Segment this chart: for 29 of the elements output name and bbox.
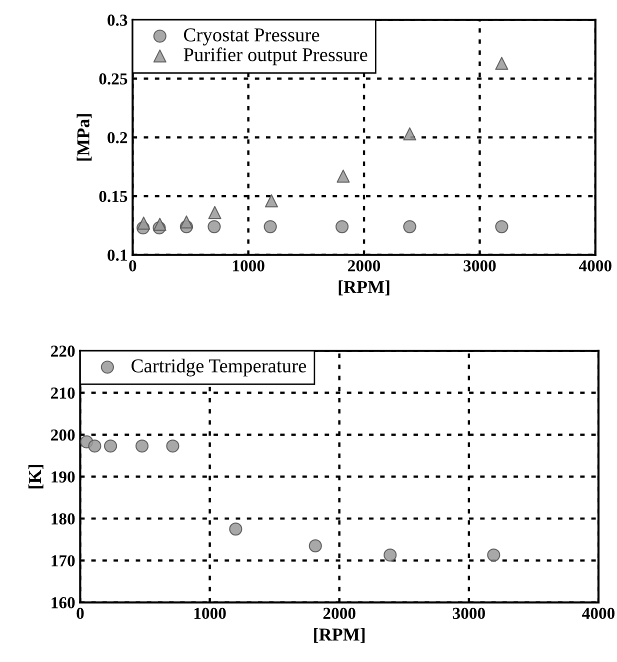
x-tick-label: 0 (76, 608, 84, 620)
y-tick-label: 210 (51, 387, 75, 399)
y-tick-label: 180 (52, 513, 75, 525)
x-axis-title: [RPM] (314, 628, 365, 643)
y-tick-label: 190 (52, 471, 75, 483)
y-tick-label: 170 (52, 555, 75, 566)
legend-label: Purifier output Pressure (184, 47, 368, 66)
x-tick-label: 3000 (452, 608, 485, 620)
x-tick-label: 1000 (233, 260, 264, 272)
x-axis-title: [RPM] (338, 280, 390, 296)
x-tick-label: 4000 (578, 260, 612, 272)
x-tick-label: 0 (129, 260, 136, 272)
y-axis-title: [MPa] (76, 114, 92, 161)
x-tick-label: 2000 (323, 608, 356, 620)
legend-label: Cartridge Temperature (132, 358, 306, 376)
x-tick-label: 1000 (194, 608, 226, 620)
x-tick-label: 2000 (348, 260, 380, 272)
x-tick-label: 3000 (464, 260, 496, 272)
legend-label: Cryostat Pressure (184, 28, 320, 46)
y-tick-label: 0.1 (108, 250, 127, 261)
x-tick-label: 4000 (582, 608, 615, 620)
y-tick-label: 0.25 (99, 73, 128, 85)
y-tick-label: 160 (52, 597, 75, 608)
y-tick-label: 0.15 (99, 190, 128, 202)
y-tick-label: 220 (51, 346, 75, 357)
y-tick-label: 0.3 (108, 14, 128, 26)
y-tick-label: 200 (51, 429, 75, 441)
y-axis-title: [K] (28, 464, 44, 488)
y-tick-label: 0.2 (108, 132, 128, 144)
